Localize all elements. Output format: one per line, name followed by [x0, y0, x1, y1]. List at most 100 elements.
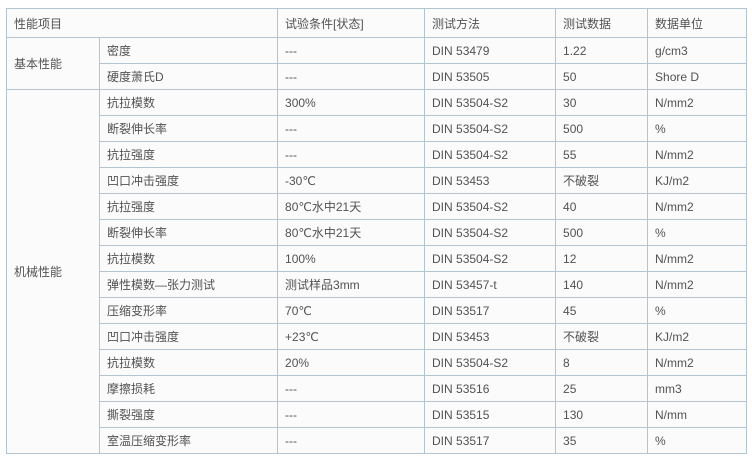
cell-value: 不破裂	[555, 323, 649, 350]
cell-property: 室温压缩变形率	[98, 427, 279, 454]
cell-condition: ---	[277, 375, 426, 402]
cell-method: DIN 53504-S2	[424, 245, 557, 272]
table-row: 凹口冲击强度 -30℃ DIN 53453 不破裂 KJ/m2	[7, 167, 748, 194]
cell-condition: 100%	[277, 245, 426, 272]
cell-property: 抗拉模数	[98, 349, 279, 376]
cell-unit: %	[647, 219, 748, 246]
cell-condition: 20%	[277, 349, 426, 376]
cell-value: 12	[555, 245, 649, 272]
cell-method: DIN 53504-S2	[424, 141, 557, 168]
cell-method: DIN 53504-S2	[424, 219, 557, 246]
cell-value: 140	[555, 271, 649, 298]
cell-value: 45	[555, 297, 649, 324]
cell-unit: N/mm2	[647, 245, 748, 272]
cell-property: 摩擦损耗	[98, 375, 279, 402]
cell-category-basic: 基本性能	[6, 37, 100, 90]
cell-unit: KJ/m2	[647, 323, 748, 350]
cell-property: 撕裂强度	[98, 401, 279, 428]
col-header-test-method: 测试方法	[424, 8, 557, 38]
col-header-test-data: 测试数据	[555, 8, 649, 38]
cell-unit: N/mm2	[647, 89, 748, 116]
cell-value: 500	[555, 219, 649, 246]
cell-value: 55	[555, 141, 649, 168]
cell-value: 8	[555, 349, 649, 376]
col-header-test-condition: 试验条件[状态]	[277, 8, 426, 38]
table-row: 压缩变形率 70℃ DIN 53517 45 %	[7, 297, 748, 324]
cell-unit: N/mm2	[647, 141, 748, 168]
cell-condition: +23℃	[277, 323, 426, 350]
cell-unit: %	[647, 297, 748, 324]
cell-method: DIN 53517	[424, 297, 557, 324]
cell-method: DIN 53457-t	[424, 271, 557, 298]
table-row: 断裂伸长率 --- DIN 53504-S2 500 %	[7, 115, 748, 142]
cell-property: 断裂伸长率	[98, 219, 279, 246]
cell-condition: -30℃	[277, 167, 426, 194]
cell-value: 1.22	[555, 37, 649, 64]
table-row: 硬度萧氏D --- DIN 53505 50 Shore D	[7, 63, 748, 90]
cell-unit: N/mm	[647, 401, 748, 428]
cell-property: 抗拉强度	[98, 193, 279, 220]
cell-condition: ---	[277, 141, 426, 168]
cell-method: DIN 53453	[424, 167, 557, 194]
table-row: 凹口冲击强度 +23℃ DIN 53453 不破裂 KJ/m2	[7, 323, 748, 350]
table-row: 弹性模数—张力测试 测试样品3mm DIN 53457-t 140 N/mm2	[7, 271, 748, 298]
cell-method: DIN 53504-S2	[424, 115, 557, 142]
table-row: 室温压缩变形率 --- DIN 53517 35 %	[7, 427, 748, 454]
cell-unit: N/mm2	[647, 271, 748, 298]
table-row: 抗拉强度 --- DIN 53504-S2 55 N/mm2	[7, 141, 748, 168]
cell-condition: ---	[277, 115, 426, 142]
cell-property: 压缩变形率	[98, 297, 279, 324]
table-row: 撕裂强度 --- DIN 53515 130 N/mm	[7, 401, 748, 428]
cell-condition: ---	[277, 63, 426, 90]
cell-value: 25	[555, 375, 649, 402]
cell-property: 断裂伸长率	[98, 115, 279, 142]
cell-unit: Shore D	[647, 63, 748, 90]
cell-property: 硬度萧氏D	[98, 63, 279, 90]
cell-method: DIN 53479	[424, 37, 557, 64]
cell-condition: ---	[277, 427, 426, 454]
cell-value: 130	[555, 401, 649, 428]
cell-condition: ---	[277, 401, 426, 428]
cell-condition: ---	[277, 37, 426, 64]
cell-method: DIN 53505	[424, 63, 557, 90]
cell-method: DIN 53515	[424, 401, 557, 428]
cell-property: 凹口冲击强度	[98, 323, 279, 350]
cell-unit: g/cm3	[647, 37, 748, 64]
cell-method: DIN 53504-S2	[424, 349, 557, 376]
cell-property: 抗拉模数	[98, 245, 279, 272]
cell-condition: 测试样品3mm	[277, 271, 426, 298]
cell-property: 抗拉强度	[98, 141, 279, 168]
cell-value: 40	[555, 193, 649, 220]
cell-unit: N/mm2	[647, 193, 748, 220]
cell-property: 密度	[98, 37, 279, 64]
cell-property: 抗拉模数	[98, 89, 279, 116]
cell-value: 不破裂	[555, 167, 649, 194]
cell-value: 50	[555, 63, 649, 90]
header-row: 性能项目 试验条件[状态] 测试方法 测试数据 数据单位	[5, 8, 748, 38]
cell-method: DIN 53504-S2	[424, 89, 557, 116]
cell-condition: 300%	[277, 89, 426, 116]
cell-unit: N/mm2	[647, 349, 748, 376]
cell-condition: 70℃	[277, 297, 426, 324]
cell-property: 弹性模数—张力测试	[98, 271, 279, 298]
cell-unit: KJ/m2	[647, 167, 748, 194]
table-row: 机械性能 抗拉模数 300% DIN 53504-S2 30 N/mm2	[6, 89, 748, 454]
table-row: 基本性能 密度 --- DIN 53479 1.22 g/cm3	[6, 37, 748, 90]
table-row: 抗拉模数 100% DIN 53504-S2 12 N/mm2	[7, 245, 748, 272]
col-header-data-unit: 数据单位	[647, 8, 748, 38]
cell-condition: 80℃水中21天	[277, 193, 426, 220]
cell-method: DIN 53517	[424, 427, 557, 454]
cell-value: 30	[555, 89, 649, 116]
cell-method: DIN 53516	[424, 375, 557, 402]
table-row: 断裂伸长率 80℃水中21天 DIN 53504-S2 500 %	[7, 219, 748, 246]
table-row: 摩擦损耗 --- DIN 53516 25 mm3	[7, 375, 748, 402]
material-properties-table: 性能项目 试验条件[状态] 测试方法 测试数据 数据单位 基本性能 密度 ---…	[5, 8, 748, 454]
col-header-performance-item: 性能项目	[5, 8, 279, 38]
cell-unit: %	[647, 115, 748, 142]
cell-method: DIN 53504-S2	[424, 193, 557, 220]
cell-method: DIN 53453	[424, 323, 557, 350]
table-row: 抗拉强度 80℃水中21天 DIN 53504-S2 40 N/mm2	[7, 193, 748, 220]
cell-property: 凹口冲击强度	[98, 167, 279, 194]
cell-unit: %	[647, 427, 748, 454]
